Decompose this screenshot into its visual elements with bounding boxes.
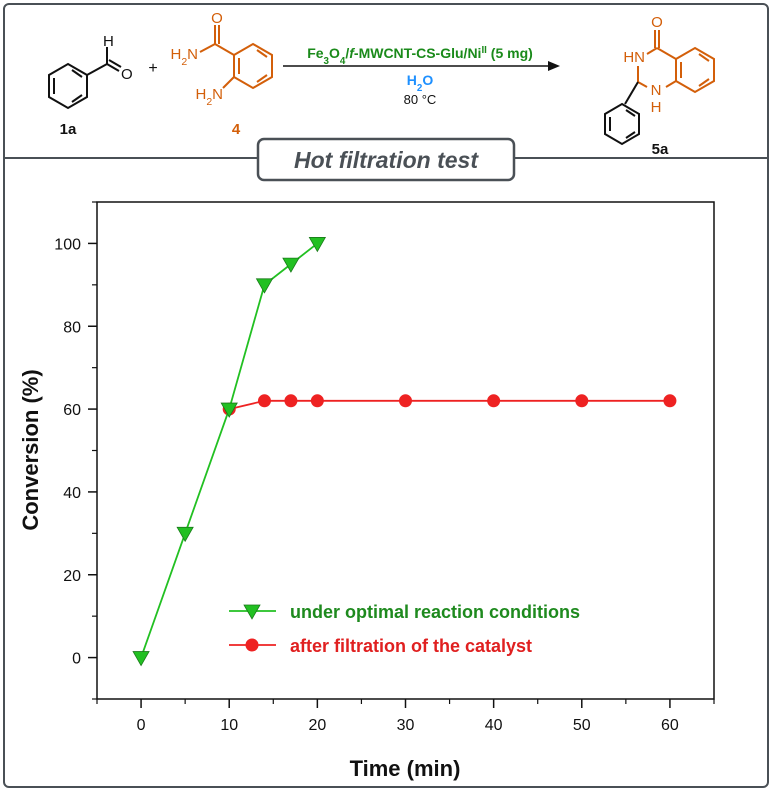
x-axis-title: Time (min) <box>350 756 461 781</box>
y-tick-label-100: 100 <box>54 236 81 253</box>
y-tick-label-0: 0 <box>72 651 81 668</box>
reactant-1-label: 1a <box>60 121 77 138</box>
test-title-box <box>256 137 516 182</box>
aminobenzamide-structure <box>199 25 273 90</box>
x-tick-label-10: 10 <box>220 717 238 734</box>
figure-frame <box>3 3 769 788</box>
reaction-scheme: H O 1a + O H2N H2N 4 Fe3O4/f-MWCNT-CS-Gl… <box>48 10 715 158</box>
legend: under optimal reaction conditions after f… <box>229 602 580 656</box>
y-tick-label-40: 40 <box>63 485 81 502</box>
series-0-point-1 <box>176 526 194 543</box>
amine-nh2-label: H2N <box>195 86 223 108</box>
y-tick-label-20: 20 <box>63 568 81 585</box>
catalyst-label: Fe3O4/f-MWCNT-CS-Glu/NiII (5 mg) <box>307 45 533 67</box>
product-n-label: N <box>651 82 662 99</box>
x-tick-label-30: 30 <box>397 717 415 734</box>
legend-label-1: after filtration of the catalyst <box>290 636 532 656</box>
series-0-point-0 <box>132 651 150 667</box>
product-hn-label: HN <box>623 49 645 66</box>
product-h-label: H <box>651 99 662 116</box>
series-1-point-2 <box>284 394 298 408</box>
series-1-point-1 <box>257 394 271 408</box>
y-axis-title: Conversion (%) <box>18 369 43 530</box>
plus-sign: + <box>148 60 157 77</box>
series-0-point-2 <box>220 402 238 418</box>
aldehyde-h-label: H <box>103 33 114 50</box>
series-1-point-5 <box>487 394 501 408</box>
amide-nh2-label: H2N <box>170 46 198 68</box>
y-tick-label-60: 60 <box>63 402 81 419</box>
legend-item-0: under optimal reaction conditions <box>229 602 580 622</box>
axis-ticks: 0 10 20 30 40 50 60 0 20 40 60 80 100 <box>54 201 715 734</box>
solvent-label: H2O <box>407 72 434 94</box>
series-0-line <box>140 242 318 658</box>
temperature-label: 80 °C <box>404 92 437 107</box>
product-label: 5a <box>652 141 669 158</box>
reactant-2-label: 4 <box>232 121 241 138</box>
series-1-point-6 <box>575 394 589 408</box>
legend-marker-1 <box>245 638 259 652</box>
series-0-point-4 <box>282 257 300 273</box>
x-tick-label-50: 50 <box>573 717 591 734</box>
legend-marker-0 <box>243 604 261 620</box>
series-1-point-3 <box>310 394 324 408</box>
x-tick-label-20: 20 <box>308 717 326 734</box>
amide-o-label: O <box>211 10 223 27</box>
reaction-arrowhead <box>548 61 560 71</box>
y-tick-label-80: 80 <box>63 319 81 336</box>
data-series <box>132 237 677 667</box>
series-0-point-5 <box>308 237 327 253</box>
plot-area-frame <box>96 201 715 700</box>
product-structure <box>604 30 715 146</box>
benzaldehyde-structure <box>48 47 122 110</box>
x-tick-label-40: 40 <box>485 717 503 734</box>
x-tick-label-60: 60 <box>661 717 679 734</box>
legend-item-1: after filtration of the catalyst <box>229 636 532 656</box>
aldehyde-o-label: O <box>121 66 133 83</box>
series-0 <box>132 237 327 667</box>
series-1-point-4 <box>399 394 412 408</box>
series-1-point-7 <box>663 394 677 408</box>
x-tick-label-0: 0 <box>137 717 146 734</box>
test-title: Hot filtration test <box>294 147 479 173</box>
product-o-label: O <box>651 14 663 31</box>
legend-label-0: under optimal reaction conditions <box>290 602 580 622</box>
conversion-chart: 0 10 20 30 40 50 60 0 20 40 60 80 100 Time (min) Con… <box>18 201 715 781</box>
series-1 <box>222 394 677 416</box>
series-0-point-3 <box>255 278 274 294</box>
